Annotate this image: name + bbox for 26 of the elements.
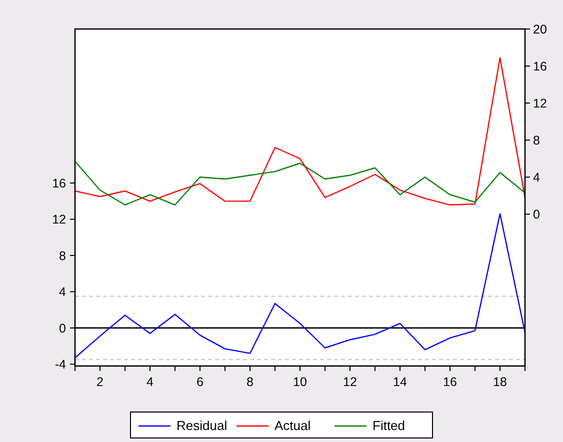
- x-tick-label: 8: [246, 375, 254, 389]
- x-tick-label: 4: [146, 375, 154, 389]
- y2-tick-label: 20: [533, 22, 547, 36]
- x-tick-label: 14: [393, 375, 407, 389]
- line-series: [74, 160, 526, 206]
- x-tick-label: 6: [196, 375, 204, 389]
- y2-tick-label: 16: [533, 59, 547, 74]
- legend-label: Residual: [176, 418, 228, 433]
- line-series: [74, 57, 526, 206]
- y-tick-label: 12: [52, 212, 66, 227]
- x-tick-label: 18: [493, 375, 507, 389]
- y-tick-label: -4: [54, 358, 66, 372]
- y2-tick-label: 0: [533, 208, 540, 222]
- y2-tick-label: 8: [533, 133, 540, 148]
- legend-label: Actual: [274, 418, 311, 433]
- y2-tick-label: 4: [533, 170, 540, 185]
- y-tick-label: 16: [52, 176, 66, 190]
- legend-label: Fitted: [372, 418, 406, 433]
- y-tick-label: 0: [59, 321, 66, 336]
- x-tick-label: 12: [343, 375, 357, 389]
- x-tick-label: 2: [96, 375, 104, 389]
- x-tick-label: 16: [443, 375, 457, 389]
- y2-tick-label: 12: [533, 96, 547, 110]
- y-tick-label: 8: [59, 248, 66, 263]
- x-tick-label: 10: [293, 375, 307, 389]
- y-tick-label: 4: [59, 285, 66, 300]
